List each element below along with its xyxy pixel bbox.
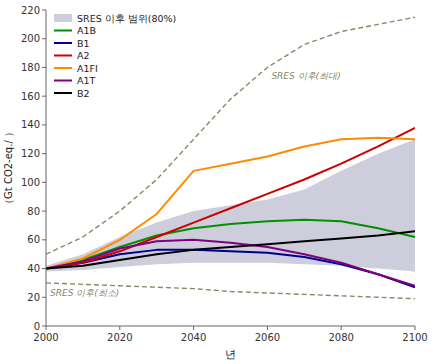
scenario-line xyxy=(46,138,415,269)
y-tick xyxy=(42,211,46,212)
scenario-line xyxy=(46,128,415,269)
x-axis-line xyxy=(46,326,415,327)
range-bound-line xyxy=(46,17,415,254)
y-tick-label: 0 xyxy=(34,321,40,332)
legend-label: B2 xyxy=(77,88,90,99)
y-tick xyxy=(42,268,46,269)
y-tick-label: 100 xyxy=(21,177,40,188)
x-tick-label: 2020 xyxy=(107,332,132,343)
legend-label: B1 xyxy=(77,38,90,49)
annotation: SRES 이후(최소) xyxy=(50,288,119,298)
y-tick xyxy=(42,124,46,125)
legend-label: A1FI xyxy=(77,63,98,74)
annotation: SRES 이후(최대) xyxy=(271,71,340,81)
y-tick xyxy=(42,96,46,97)
y-tick xyxy=(42,239,46,240)
legend-swatch xyxy=(54,14,72,22)
x-tick xyxy=(267,326,268,330)
x-tick-label: 2000 xyxy=(33,332,58,343)
y-tick-label: 160 xyxy=(21,91,40,102)
y-tick-label: 120 xyxy=(21,148,40,159)
x-tick xyxy=(46,326,47,330)
x-axis-label: 년 xyxy=(225,348,236,361)
legend-swatch xyxy=(54,80,72,82)
y-tick-label: 200 xyxy=(21,33,40,44)
scenario-line xyxy=(46,220,415,269)
legend-label: A2 xyxy=(77,50,90,61)
legend-swatch xyxy=(54,55,72,57)
x-tick xyxy=(341,326,342,330)
legend-label: SRES 이후 범위(80%) xyxy=(77,13,176,24)
y-tick xyxy=(42,38,46,39)
plot-area xyxy=(46,17,415,299)
y-tick-label: 20 xyxy=(27,292,40,303)
legend-swatch xyxy=(54,92,72,94)
y-tick xyxy=(42,182,46,183)
x-tick-label: 2100 xyxy=(402,332,427,343)
y-tick-label: 140 xyxy=(21,119,40,130)
range-bound-line xyxy=(46,283,415,299)
legend-swatch xyxy=(54,30,72,32)
x-tick-label: 2040 xyxy=(181,332,206,343)
y-axis-label: （Gt CO2-eq./ ） xyxy=(3,127,14,209)
chart: SRES 이후(최대)SRES 이후(최소)020406080100120140… xyxy=(0,0,433,364)
legend-swatch xyxy=(54,42,72,44)
x-tick xyxy=(415,326,416,330)
x-tick-label: 2060 xyxy=(255,332,280,343)
y-tick xyxy=(42,10,46,11)
legend-label: A1B xyxy=(77,25,96,36)
y-tick xyxy=(42,67,46,68)
y-tick xyxy=(42,297,46,298)
y-axis-line xyxy=(46,10,47,326)
scenario-line xyxy=(46,231,415,268)
y-tick-label: 220 xyxy=(21,5,40,16)
legend: SRES 이후 범위(80%)A1B B1A2 A1FIA1T B2 xyxy=(54,13,176,99)
x-tick xyxy=(193,326,194,330)
y-tick-label: 60 xyxy=(27,234,40,245)
x-tick-label: 2080 xyxy=(328,332,353,343)
y-tick-label: 80 xyxy=(27,206,40,217)
legend-label: A1T xyxy=(77,75,96,86)
y-tick-label: 180 xyxy=(21,62,40,73)
y-tick xyxy=(42,326,46,327)
y-tick-label: 40 xyxy=(27,263,40,274)
y-tick xyxy=(42,153,46,154)
legend-swatch xyxy=(54,67,72,69)
x-tick xyxy=(119,326,120,330)
